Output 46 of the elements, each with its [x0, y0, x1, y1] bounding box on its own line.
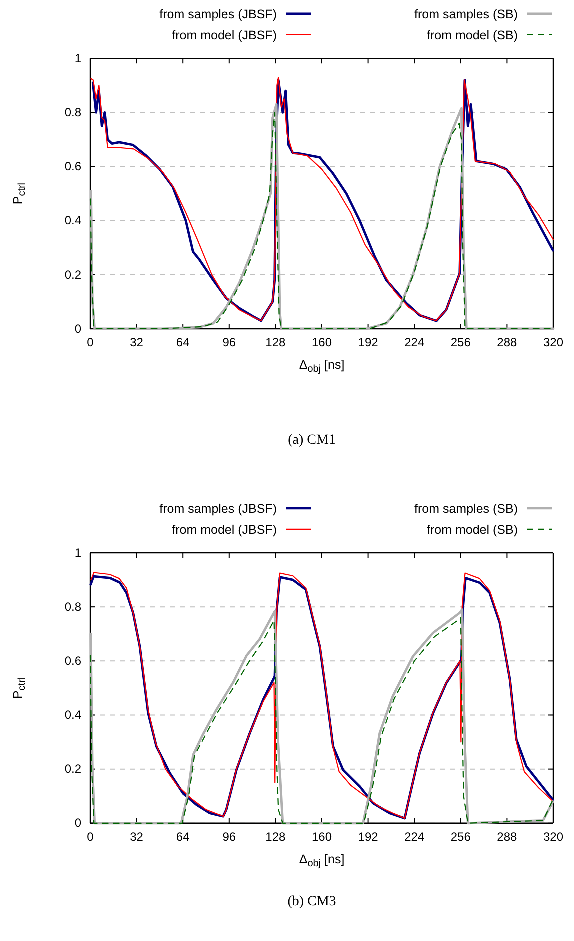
x-tick-label: 160 — [312, 336, 332, 350]
x-tick-label: 128 — [266, 830, 286, 844]
x-tick-label: 320 — [543, 336, 564, 350]
legend-label: from samples (SB) — [414, 7, 518, 22]
x-tick-label: 160 — [312, 830, 332, 844]
x-tick-label: 32 — [130, 830, 144, 844]
text: (a) CM1 — [288, 433, 336, 448]
y-tick-label: 1 — [74, 51, 82, 66]
x-tick-label: 96 — [222, 336, 236, 350]
y-tick-label: 1 — [74, 546, 82, 560]
x-tick-label: 192 — [358, 830, 379, 844]
legend-label: from samples (SB) — [414, 502, 518, 516]
legend-label: from model (JBSF) — [172, 522, 277, 537]
x-tick-label: 128 — [266, 336, 286, 350]
y-tick-label: 0 — [74, 322, 82, 336]
legend-label: from model (JBSF) — [172, 28, 277, 42]
x-tick-label: 288 — [497, 830, 518, 844]
x-tick-label: 32 — [130, 336, 144, 350]
legend-label: from model (SB) — [427, 28, 518, 42]
y-tick-label: 0.8 — [64, 106, 82, 120]
y-tick-label: 0.6 — [64, 654, 82, 668]
x-tick-label: 224 — [404, 336, 425, 350]
x-tick-label: 320 — [543, 830, 564, 844]
x-tick-label: 96 — [222, 830, 236, 844]
legend-label: from samples (JBSF) — [160, 502, 277, 516]
x-tick-label: 64 — [176, 336, 190, 350]
x-axis-title: Δ$_{obj}$ [ns] — [299, 358, 345, 374]
x-tick-label: 256 — [450, 830, 472, 844]
legend-label: from samples (JBSF) — [160, 7, 277, 22]
y-tick-label: 0.8 — [64, 600, 82, 614]
y-tick-label: 0 — [74, 816, 82, 830]
x-tick-label: 256 — [450, 336, 472, 350]
y-tick-label: 0.2 — [64, 762, 82, 776]
y-tick-label: 0.2 — [64, 268, 82, 282]
legend-label: from model (SB) — [427, 522, 518, 537]
x-tick-label: 192 — [358, 336, 379, 350]
text: (b) CM3 — [288, 894, 336, 910]
x-tick-label: 0 — [87, 830, 94, 844]
y-tick-label: 0.6 — [64, 160, 82, 174]
x-axis-title: Δ$_{obj}$ [ns] — [299, 852, 345, 869]
y-tick-label: 0.4 — [64, 708, 82, 722]
x-tick-label: 64 — [176, 830, 190, 844]
x-tick-label: 224 — [404, 830, 425, 844]
x-tick-label: 288 — [497, 336, 518, 350]
x-tick-label: 0 — [87, 336, 94, 350]
y-tick-label: 0.4 — [64, 214, 82, 228]
